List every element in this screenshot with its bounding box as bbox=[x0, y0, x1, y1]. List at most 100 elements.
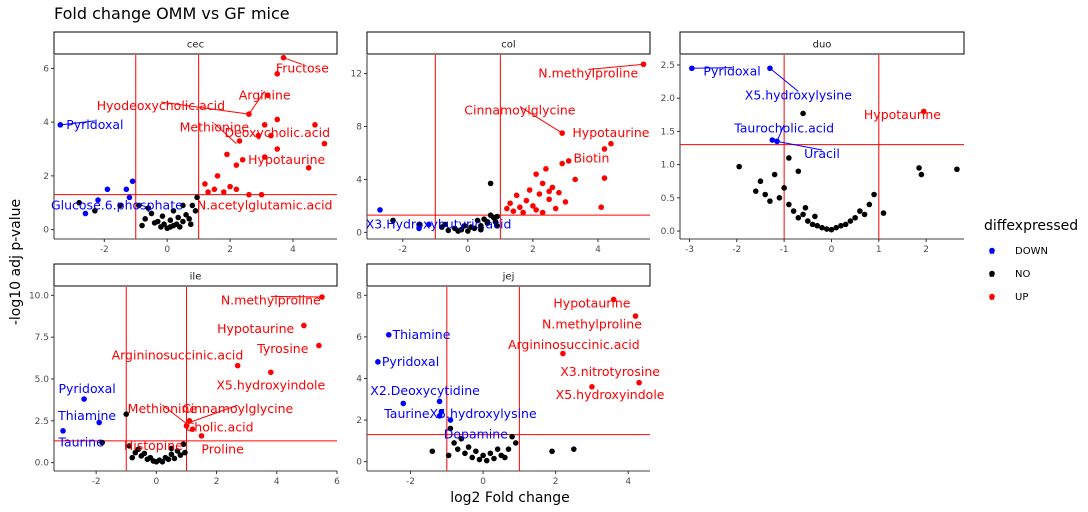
y-tick-label: 2.5 bbox=[661, 61, 675, 71]
point-no bbox=[805, 218, 811, 224]
point-no bbox=[771, 171, 778, 178]
point-up bbox=[274, 71, 281, 77]
point-no bbox=[117, 202, 123, 209]
point-no bbox=[861, 211, 868, 218]
point-down bbox=[60, 428, 66, 434]
point-label: N.methylproline bbox=[221, 292, 321, 307]
x-tick-label: 2 bbox=[227, 245, 233, 255]
point-no bbox=[502, 454, 508, 461]
x-tick-label: 4 bbox=[274, 477, 280, 487]
x-tick-label: 2 bbox=[530, 245, 536, 255]
point-no bbox=[159, 459, 166, 465]
point-up bbox=[636, 379, 642, 386]
point-label: Hypotaurine bbox=[553, 296, 630, 311]
x-tick-label: 2 bbox=[553, 477, 559, 487]
point-up bbox=[560, 350, 566, 357]
point-up bbox=[608, 140, 614, 147]
label-connector bbox=[214, 123, 237, 145]
point-label: Taurine bbox=[383, 406, 430, 421]
point-up bbox=[265, 92, 271, 99]
point-label: Hypotaurine bbox=[248, 152, 325, 167]
point-no bbox=[494, 446, 501, 452]
point-no bbox=[390, 217, 396, 224]
point-label: Cinnamoylglycine bbox=[182, 401, 293, 416]
point-up bbox=[530, 203, 536, 209]
point-no bbox=[177, 452, 184, 458]
point-up bbox=[205, 189, 211, 195]
x-tick-label: -3 bbox=[685, 245, 694, 255]
point-no bbox=[148, 210, 155, 217]
y-tick-label: 0 bbox=[356, 458, 362, 468]
point-label: Pyridoxal bbox=[58, 381, 115, 396]
point-no bbox=[781, 185, 787, 191]
point-no bbox=[954, 166, 960, 173]
label-connector bbox=[588, 63, 644, 71]
point-no bbox=[142, 216, 148, 222]
point-no bbox=[505, 446, 512, 452]
y-tick-label: 2 bbox=[356, 416, 362, 426]
point-up bbox=[319, 294, 325, 300]
point-up bbox=[526, 187, 533, 193]
y-tick-label: 12 bbox=[351, 70, 362, 80]
point-no bbox=[483, 457, 490, 464]
point-no bbox=[795, 168, 802, 175]
point-no bbox=[866, 201, 873, 208]
point-no bbox=[445, 227, 452, 234]
point-no bbox=[182, 449, 188, 456]
point-no bbox=[800, 110, 806, 117]
point-no bbox=[136, 202, 142, 209]
panel-col: col -2 0 2 4 0 4 8 12 N.methylproline Cinnamoylgly… bbox=[351, 31, 651, 255]
point-up bbox=[236, 138, 243, 144]
point-up bbox=[258, 191, 265, 198]
point-no bbox=[170, 207, 177, 214]
point-no bbox=[147, 454, 154, 461]
point-up bbox=[533, 171, 539, 177]
point-no bbox=[823, 226, 830, 232]
point-label: X3.Hydroxybutyric.acid bbox=[366, 216, 512, 231]
point-no bbox=[76, 199, 82, 206]
point-no bbox=[494, 213, 500, 220]
point-label: X5.hydroxylysine bbox=[745, 88, 852, 103]
facet-strip-label: ile bbox=[190, 272, 202, 283]
point-no bbox=[447, 425, 454, 432]
point-no bbox=[918, 171, 925, 178]
point-label: Uracil bbox=[804, 146, 840, 161]
point-no bbox=[145, 205, 152, 211]
point-up bbox=[920, 108, 927, 115]
point-up bbox=[536, 191, 543, 197]
point-no bbox=[168, 445, 175, 452]
point-up bbox=[589, 383, 595, 390]
point-no bbox=[192, 207, 199, 214]
point-label: N.methylproline bbox=[542, 316, 642, 331]
point-no bbox=[491, 455, 497, 462]
point-down bbox=[81, 396, 87, 402]
point-down bbox=[95, 197, 101, 203]
point-no bbox=[838, 222, 844, 229]
point-no bbox=[852, 214, 858, 221]
point-label: Hyodeoxycholic.acid bbox=[97, 98, 225, 113]
x-tick-label: 2 bbox=[214, 477, 220, 487]
point-no bbox=[462, 450, 468, 457]
point-up bbox=[268, 132, 274, 139]
point-up bbox=[227, 183, 233, 190]
point-no bbox=[487, 180, 494, 187]
point-up bbox=[546, 188, 552, 195]
label-connector bbox=[248, 91, 266, 115]
point-up bbox=[632, 313, 639, 319]
label-connector bbox=[189, 404, 238, 423]
y-tick-label: 5.0 bbox=[35, 375, 50, 385]
point-no bbox=[461, 222, 468, 229]
point-no bbox=[478, 226, 484, 233]
point-label: Fructose bbox=[276, 60, 329, 75]
point-no bbox=[135, 446, 142, 453]
point-up bbox=[556, 189, 562, 196]
point-up bbox=[267, 369, 274, 376]
point-no bbox=[814, 222, 821, 229]
point-up bbox=[539, 180, 546, 187]
y-tick-label: 6 bbox=[356, 333, 362, 343]
point-down bbox=[126, 194, 133, 201]
x-tick-label: 0 bbox=[153, 477, 159, 487]
chart-title: Fold change OMM vs GF mice bbox=[54, 4, 290, 23]
point-down bbox=[96, 419, 102, 426]
point-up bbox=[274, 116, 281, 123]
